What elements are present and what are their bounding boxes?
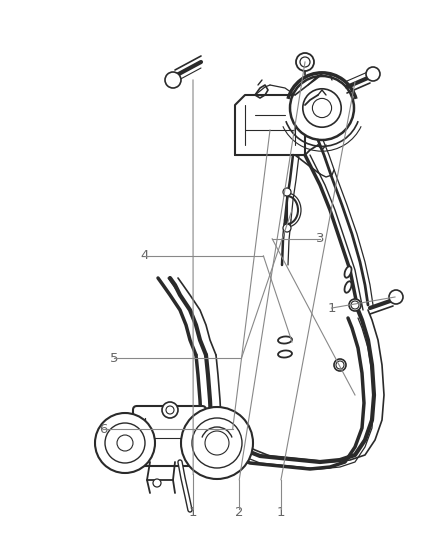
Circle shape	[299, 57, 309, 67]
Text: 2: 2	[234, 506, 243, 519]
Circle shape	[166, 406, 173, 414]
Circle shape	[388, 290, 402, 304]
Circle shape	[302, 89, 340, 127]
Text: 5: 5	[110, 352, 118, 365]
Text: 3: 3	[315, 232, 324, 245]
Circle shape	[153, 479, 161, 487]
Text: 1: 1	[276, 506, 285, 519]
Ellipse shape	[344, 281, 351, 293]
Circle shape	[205, 431, 229, 455]
Circle shape	[191, 418, 241, 468]
Circle shape	[333, 359, 345, 371]
Circle shape	[290, 76, 353, 140]
Circle shape	[162, 402, 177, 418]
Circle shape	[165, 72, 180, 88]
Circle shape	[295, 53, 313, 71]
FancyBboxPatch shape	[133, 406, 205, 466]
Text: 6: 6	[99, 423, 107, 435]
Ellipse shape	[344, 266, 351, 278]
Text: 1: 1	[188, 506, 197, 519]
Circle shape	[180, 407, 252, 479]
Circle shape	[283, 188, 290, 196]
Circle shape	[117, 435, 133, 451]
Circle shape	[350, 301, 358, 309]
Circle shape	[95, 413, 155, 473]
Text: 1: 1	[326, 302, 335, 314]
Circle shape	[312, 99, 331, 118]
Circle shape	[365, 67, 379, 81]
Circle shape	[335, 361, 343, 369]
Circle shape	[105, 423, 145, 463]
Text: 4: 4	[140, 249, 149, 262]
Ellipse shape	[277, 351, 291, 358]
Ellipse shape	[277, 336, 291, 344]
Circle shape	[348, 299, 360, 311]
Circle shape	[283, 224, 290, 232]
